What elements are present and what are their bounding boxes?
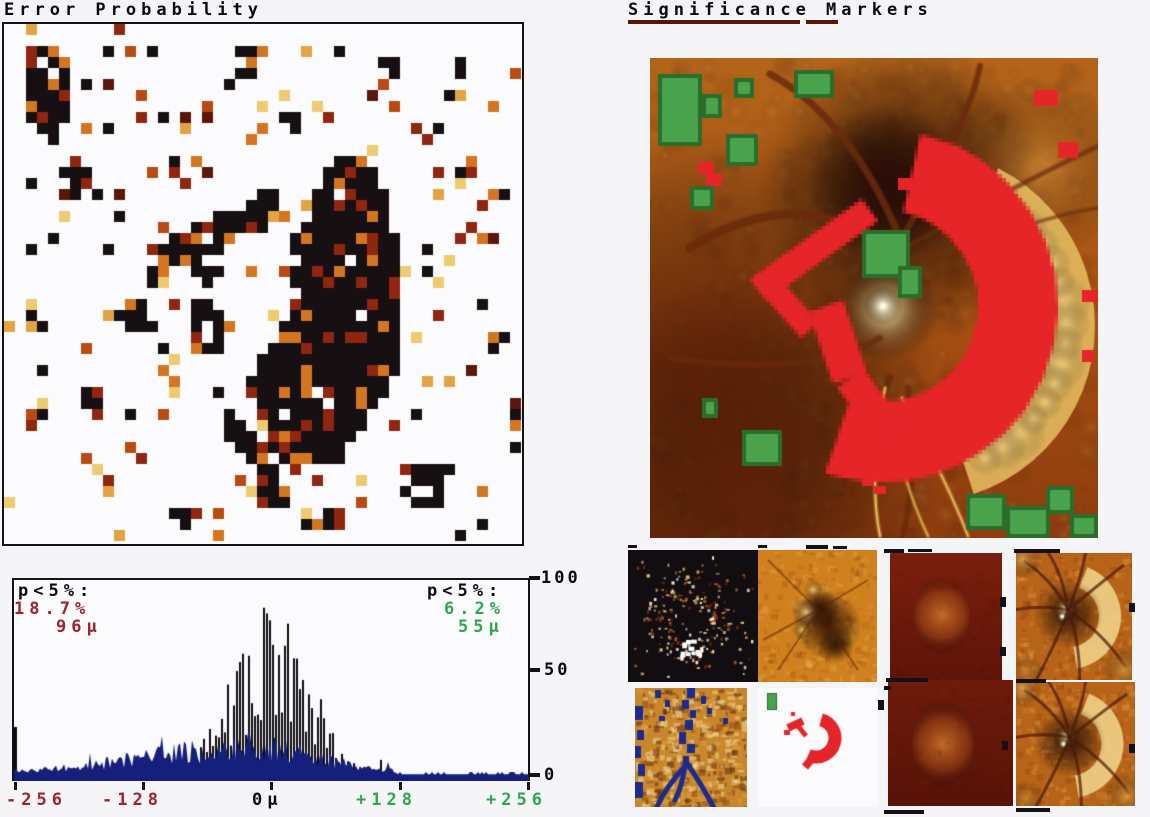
microns-right: 55μ [458, 617, 504, 637]
x-tick-0 [270, 782, 273, 790]
p-value-label-left: p<5%: [18, 581, 95, 601]
x-axis-label-m128: -128 [102, 790, 163, 810]
error-probability-title: Error Probability [4, 0, 263, 20]
y-axis-label-100: 100 [541, 568, 581, 588]
thumbnail-significance-regions[interactable] [758, 688, 878, 807]
y-tick-100-dash [529, 576, 540, 580]
thumbnail-reflectance-2[interactable] [1016, 682, 1135, 806]
thumbnail-reflectance-1[interactable] [1016, 553, 1132, 680]
x-tick-m128 [142, 782, 145, 790]
microns-left: 96μ [56, 617, 102, 637]
y-tick-50-dash [529, 668, 540, 672]
difference-histogram-canvas[interactable] [14, 580, 528, 781]
x-tick-p128 [399, 782, 402, 790]
y-axis-label-0: 0 [544, 765, 558, 785]
thumbnail-deviation-map[interactable] [758, 550, 877, 682]
thumbnail-vessel-mask[interactable] [635, 688, 747, 807]
x-axis-label-m256: -256 [6, 790, 67, 810]
significance-markers-title: Significance Markers [628, 0, 933, 20]
title-underline-segment-2 [806, 20, 838, 24]
x-tick-p256 [527, 782, 530, 790]
x-tick-m256 [14, 782, 17, 790]
thumbnail-mean-topography-1[interactable] [890, 553, 1002, 680]
percent-below-p-left: 18.7% [14, 599, 91, 619]
x-axis-label-p128: +128 [356, 790, 417, 810]
error-probability-map[interactable] [2, 22, 524, 546]
fundus-significance-canvas[interactable] [650, 58, 1098, 538]
error-probability-map-canvas[interactable] [4, 24, 522, 544]
percent-below-p-right: 6.2% [444, 599, 505, 619]
thumbnail-error-scatter[interactable] [628, 550, 758, 682]
x-axis-label-p256: +256 [486, 790, 547, 810]
fundus-significance-image[interactable] [650, 58, 1098, 538]
y-tick-0-dash [529, 773, 540, 777]
title-underline-segment-1 [628, 20, 800, 24]
y-axis-label-50: 50 [544, 660, 571, 680]
p-value-label-right: p<5%: [427, 581, 504, 601]
thumbnail-mean-topography-2[interactable] [888, 680, 1013, 806]
difference-histogram[interactable] [12, 578, 530, 781]
x-axis-label-0u: 0μ [252, 790, 283, 810]
